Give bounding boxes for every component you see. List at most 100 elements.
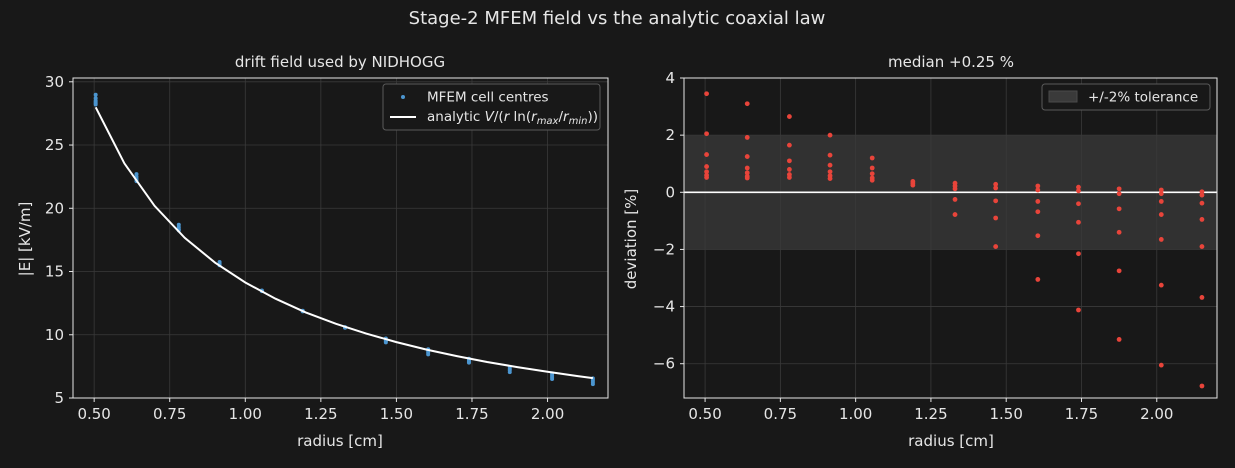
right-data-point: [993, 215, 999, 221]
right-x-tick-label: 0.50: [688, 405, 721, 423]
left-data-point: [590, 382, 595, 387]
right-data-point: [869, 165, 875, 171]
right-data-point: [1158, 212, 1164, 217]
left-x-tick-label: 1.25: [304, 405, 337, 423]
right-data-point: [827, 176, 833, 181]
right-data-point: [744, 170, 750, 176]
right-data-point: [827, 162, 833, 168]
left-plot-area: 0.50 0.75 1.00 1.25 1.50 1.75 2.00 5 10 15 20 25 30: [45, 73, 609, 423]
right-legend-frame: [1041, 83, 1211, 111]
right-y-tick-label: 4: [665, 69, 675, 87]
right-data-point: [1035, 183, 1041, 189]
right-data-point: [744, 175, 750, 181]
right-data-point: [1199, 295, 1205, 300]
left-x-tick-label: 1.50: [380, 405, 413, 423]
left-legend: MFEM cell centres analytic V/(r ln(rmax/…: [382, 83, 601, 131]
right-data-point: [827, 169, 833, 175]
left-y-tick-label: 5: [54, 389, 64, 407]
left-data-point: [507, 370, 512, 375]
right-data-point: [910, 182, 916, 188]
right-data-point: [1116, 191, 1122, 197]
right-legend: +/-2% tolerance: [1041, 83, 1211, 111]
right-data-point: [1076, 219, 1081, 225]
left-data-point: [426, 352, 431, 357]
right-data-point: [786, 114, 792, 119]
left-x-tick-label: 0.50: [77, 405, 110, 423]
figure-suptitle: Stage-2 MFEM field vs the analytic coaxi…: [409, 8, 826, 29]
right-data-point: [1199, 244, 1205, 249]
right-data-point: [993, 198, 999, 204]
left-legend-frame: [382, 83, 601, 131]
right-y-axis-label: deviation [%]: [622, 189, 640, 289]
right-y-tick-label: 0: [665, 183, 675, 201]
legend-marker-mfem: [401, 95, 405, 99]
right-axes-frame: [683, 77, 1218, 399]
right-x-tick-label: 1.25: [914, 405, 947, 423]
right-y-tick-label: −6: [653, 355, 675, 373]
right-data-point: [1116, 229, 1122, 235]
right-data-point: [786, 142, 792, 148]
left-data-point: [93, 102, 98, 107]
legend-label-mfem: MFEM cell centres: [427, 90, 549, 106]
right-data-point: [1035, 199, 1041, 204]
right-data-point: [1199, 192, 1205, 198]
right-data-point: [786, 175, 792, 180]
right-data-point: [1076, 188, 1081, 194]
right-data-point: [952, 197, 958, 202]
left-data-point: [93, 92, 98, 97]
right-data-point: [952, 212, 958, 217]
right-data-point: [704, 164, 709, 169]
right-data-point: [744, 101, 750, 107]
left-panel-title: drift field used by NIDHOGG: [235, 53, 445, 71]
right-data-point: [1076, 307, 1081, 313]
right-data-point: [1076, 184, 1081, 190]
right-data-point: [1116, 186, 1122, 192]
right-plot-area: 0.50 0.75 1.00 1.25 1.50 1.75 2.00 −6 −4 −2 0 2 4: [653, 69, 1218, 423]
right-y-tick-label: −2: [653, 240, 675, 258]
right-x-tick-label: 1.50: [990, 405, 1023, 423]
right-data-point: [1035, 187, 1041, 193]
right-data-point: [704, 152, 709, 157]
left-y-tick-label: 10: [45, 326, 64, 344]
left-y-tick-label: 15: [45, 263, 64, 281]
right-x-tick-label: 1.75: [1065, 405, 1098, 423]
right-data-point: [1035, 209, 1041, 215]
left-data-point: [466, 360, 471, 365]
right-data-point: [1158, 191, 1164, 197]
left-data-point: [550, 377, 555, 382]
left-y-tick-label: 20: [45, 199, 64, 217]
left-x-tick-label: 1.00: [229, 405, 262, 423]
right-data-point: [1158, 187, 1164, 193]
right-data-point: [869, 177, 875, 183]
right-data-point: [1116, 268, 1122, 274]
right-data-point: [869, 171, 875, 177]
left-data-point: [383, 340, 388, 345]
right-data-point: [744, 154, 750, 159]
right-data-point: [1116, 337, 1122, 342]
right-data-point: [1158, 199, 1164, 204]
right-data-point: [786, 167, 792, 172]
legend-label-tolerance: +/-2% tolerance: [1088, 90, 1198, 106]
right-y-tick-label: 2: [665, 126, 675, 144]
right-data-point: [1158, 282, 1164, 288]
right-data-point: [1116, 206, 1122, 212]
right-data-point: [704, 169, 709, 175]
right-data-point: [827, 152, 833, 158]
right-data-point: [1158, 362, 1164, 368]
right-data-point: [786, 158, 792, 164]
right-data-point: [1199, 189, 1205, 195]
left-axes-frame: [72, 77, 609, 399]
left-x-tick-label: 0.75: [153, 405, 186, 423]
right-data-point: [744, 165, 750, 171]
left-y-tick-label: 25: [45, 136, 64, 154]
right-data-point: [1035, 233, 1041, 239]
right-data-point: [827, 132, 833, 138]
right-data-point: [1035, 277, 1041, 282]
right-data-point: [704, 131, 709, 137]
right-x-axis-label: radius [cm]: [908, 432, 994, 450]
right-data-point: [704, 175, 709, 180]
right-data-point: [1076, 251, 1081, 257]
right-data-point: [1199, 217, 1205, 222]
right-x-tick-label: 0.75: [764, 405, 797, 423]
